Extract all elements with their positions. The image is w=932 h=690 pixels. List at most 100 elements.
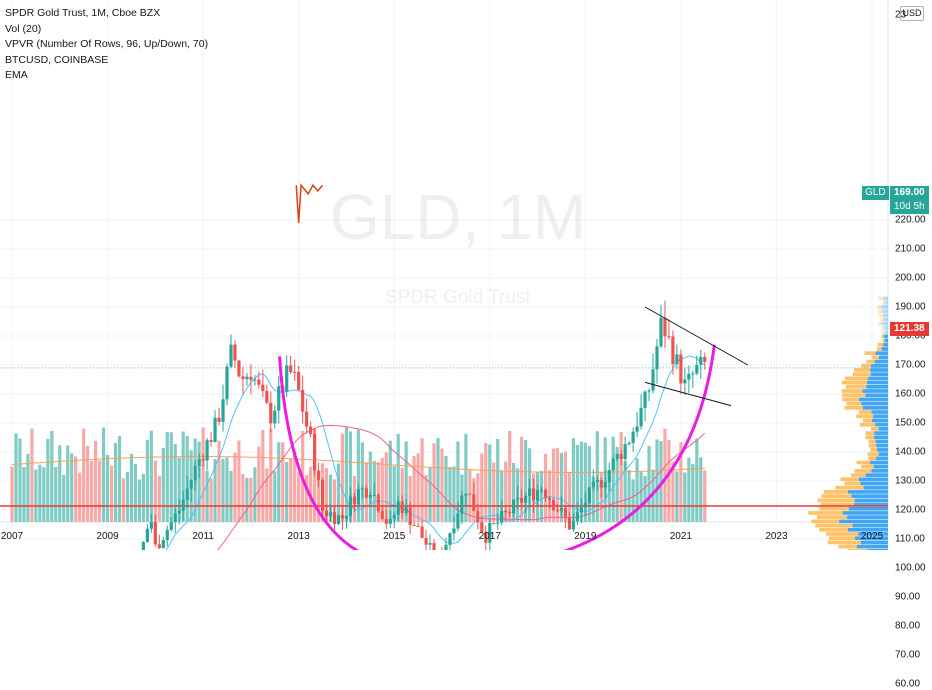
candle-body [257,379,261,385]
vpvr-bar-up [855,536,888,541]
volume-bar [452,466,456,522]
candle-body [344,515,349,519]
vpvr-bar-up [877,448,888,452]
volume-bar [651,469,655,522]
vpvr-bar-up [871,410,888,414]
price-chart[interactable] [0,0,932,550]
candle-body [396,501,400,515]
vpvr-bar-down [819,506,849,511]
candle-body [305,411,309,427]
vpvr-bar-down [821,494,852,498]
volume-bar [539,470,544,522]
volume-bar [305,474,309,522]
volume-bar [129,453,134,522]
candle-body [316,470,321,480]
candle-body [372,494,376,496]
price-tick-label: 23 [895,9,907,21]
currency-button[interactable]: USD [900,6,924,21]
legend-vpvr[interactable]: VPVR (Number Of Rows, 96, Up/Down, 70) [5,38,209,50]
vpvr-bar-down [846,401,862,406]
candle-body [448,533,452,545]
vpvr-bar-up [852,523,888,528]
candle-body [472,494,476,511]
vpvr-bar-up [884,300,888,305]
volume-bar [297,472,301,522]
vpvr-bar-down [852,372,871,377]
candle-body [225,366,229,400]
vpvr-bar-down [882,300,885,305]
volume-bar [121,478,126,522]
candle-body [169,522,173,530]
volume-ma-line [11,456,705,473]
volume-bar [328,474,333,522]
volume-bar [631,479,635,522]
volume-bar [241,473,245,522]
vpvr-bar-up [862,389,888,393]
candle-body [531,488,536,501]
price-tick-label: 150.00 [895,417,926,429]
candle-body [328,512,333,517]
candle-body [464,493,468,496]
vpvr-bar-up [873,464,888,469]
candle-body [185,488,189,500]
time-tick-label: 2019 [574,531,597,542]
volume-bar [82,428,86,522]
vpvr-bar-up [878,452,888,456]
watermark-name: SPDR Gold Trust [385,287,531,308]
vpvr-bar-up [870,372,888,377]
volume-bar [109,465,114,522]
volume-bar [46,438,50,522]
vpvr-bar-up [870,368,888,372]
vpvr-bar-down [870,448,878,452]
candle-body [149,521,153,529]
vpvr-bar-up [873,435,888,440]
legend-volume[interactable]: Vol (20) [5,22,42,35]
vpvr-bar-down [856,414,874,419]
chart-legend: SPDR Gold Trust, 1M, Cboe BZX Vol (20) V… [5,6,208,84]
candle-body [555,510,560,512]
candle-body [233,344,237,361]
volume-bar [695,438,699,522]
volume-bar [293,451,297,522]
price-tick-label: 160.00 [895,388,926,400]
vpvr-bar-down [817,498,855,503]
volume-bar [504,461,508,522]
candle-body [615,453,619,459]
vpvr-bar-down [878,313,884,318]
vpvr-bar-up [881,305,888,309]
volume-bar [559,453,564,522]
vpvr-bar-up [867,380,888,385]
candle-body [289,365,293,373]
vpvr-bar-down [823,490,848,494]
vpvr-bar-down [841,389,863,393]
vpvr-bar-down [854,469,872,473]
vpvr-bar-down [862,418,873,423]
vpvr-bar-up [854,498,888,503]
time-tick-label: 2023 [765,531,788,542]
candle-body [695,364,699,374]
vpvr-bar-down [829,536,856,541]
volume-bar [663,428,667,522]
volume-bar [667,439,671,522]
candle-body [285,365,289,392]
vpvr-bar-up [875,439,888,444]
volume-bar [14,433,18,522]
vpvr-bar-up [883,296,888,301]
legend-ema[interactable]: EMA [5,69,28,81]
vpvr-bar-up [883,317,888,322]
watermark-ticker: GLD, 1M [330,181,587,253]
candle-body [504,510,508,513]
volume-bar [587,446,591,522]
volume-bar [671,461,675,522]
price-tick-label: 220.00 [895,214,926,226]
candle-body [412,524,416,526]
candle-body [587,487,591,504]
price-tick-label: 80.00 [895,620,921,632]
vpvr-bar-up [847,515,888,520]
candle-body [320,479,325,511]
legend-symbol[interactable]: SPDR Gold Trust, 1M, Cboe BZX [5,7,161,19]
legend-btcusd[interactable]: BTCUSD, COINBASE [5,53,109,66]
vpvr-bar-down [844,376,869,381]
ticker-badge: GLD [862,186,889,200]
candle-body [651,369,655,391]
